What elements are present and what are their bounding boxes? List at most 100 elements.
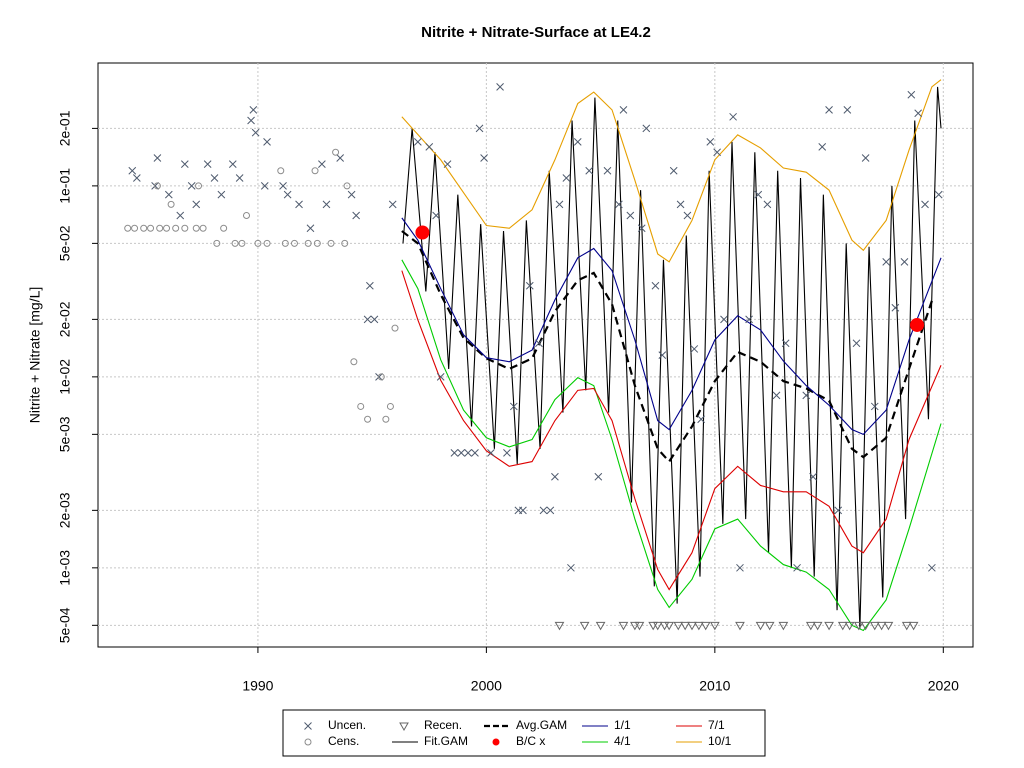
point-x [809, 472, 817, 481]
x-stroke [480, 154, 488, 162]
x-stroke [697, 415, 705, 424]
point-x [443, 160, 452, 168]
legend-label: 7/1 [708, 718, 725, 732]
point-circle [167, 200, 175, 208]
x-stroke [187, 182, 196, 190]
point-triangle [901, 621, 912, 631]
point-triangle [778, 621, 789, 631]
y-tick-label: 2e-01 [57, 110, 73, 146]
point-circle [311, 167, 319, 175]
point-x [217, 190, 226, 199]
point-triangle [824, 621, 834, 631]
point-x [891, 303, 900, 312]
plot-frame [97, 62, 974, 648]
x-stroke [436, 373, 445, 381]
y-tick-label: 2e-02 [57, 301, 73, 337]
point-x [176, 211, 185, 220]
y-tick-label: 5e-04 [57, 607, 73, 643]
point-circle [290, 239, 298, 247]
point-x [471, 449, 479, 457]
x-stroke [475, 124, 484, 133]
x-stroke [306, 224, 315, 233]
legend-box [282, 709, 766, 757]
legend-label: Cens. [328, 734, 359, 748]
point-triangle [680, 621, 691, 631]
point-circle [263, 239, 271, 247]
x-stroke [891, 303, 900, 312]
x-stroke [651, 281, 660, 290]
y-tick-label: 1e-02 [57, 359, 73, 395]
point-x [562, 174, 571, 182]
point-x [834, 506, 843, 515]
point-circle [254, 239, 262, 247]
x-stroke [519, 506, 527, 515]
point-x [318, 160, 326, 168]
x-stroke [251, 128, 260, 137]
point-circle [172, 224, 180, 232]
point-x [283, 190, 292, 199]
x-tick-label: 2020 [928, 678, 959, 694]
x-stroke [934, 190, 943, 199]
x-stroke [425, 143, 434, 151]
point-x [637, 224, 646, 233]
point-x [480, 154, 488, 162]
point-circle [140, 224, 148, 232]
x-stroke [603, 166, 612, 175]
x-stroke [781, 339, 790, 348]
x-stroke [573, 138, 582, 146]
point-x [539, 506, 548, 515]
point-x [658, 351, 667, 359]
point-x [763, 200, 772, 209]
x-stroke [861, 154, 870, 162]
point-x [519, 506, 527, 515]
point-x [720, 315, 728, 324]
point-x [615, 200, 623, 209]
point-x [260, 182, 269, 190]
point-x [585, 166, 594, 175]
x-stroke [496, 83, 504, 91]
point-x [825, 106, 833, 114]
x-stroke [914, 109, 923, 118]
x-stroke [907, 90, 916, 99]
point-triangle [687, 621, 697, 631]
x-stroke [658, 351, 667, 359]
x-stroke [487, 449, 495, 457]
point-x [706, 138, 715, 146]
point-circle [192, 224, 200, 232]
x-stroke [928, 563, 936, 572]
point-dot [910, 317, 925, 332]
x-stroke [754, 190, 763, 199]
point-triangle [805, 621, 816, 631]
x-stroke [539, 506, 548, 515]
point-triangle [399, 722, 409, 732]
point-x [736, 563, 744, 572]
point-triangle [853, 621, 864, 631]
point-triangle [595, 621, 606, 631]
point-x [295, 200, 303, 209]
point-triangle [664, 621, 675, 631]
point-circle [199, 224, 207, 232]
point-circle [341, 239, 349, 247]
point-circle [131, 224, 139, 232]
x-stroke [882, 258, 891, 266]
point-circle [304, 738, 312, 746]
x-stroke [235, 174, 244, 182]
point-x [843, 106, 852, 114]
x-stroke [567, 563, 575, 572]
x-stroke [388, 200, 397, 209]
point-circle [238, 239, 246, 247]
x-stroke [132, 174, 141, 182]
point-circle [281, 239, 289, 247]
x-stroke [471, 449, 479, 457]
point-x [457, 449, 466, 457]
point-x [436, 373, 445, 381]
x-tick-label: 1990 [242, 678, 273, 694]
point-triangle [869, 621, 880, 631]
point-triangle [673, 621, 684, 631]
point-x [928, 563, 936, 572]
point-triangle [860, 621, 871, 631]
x-stroke [594, 472, 603, 481]
x-stroke [464, 449, 472, 457]
point-x [870, 402, 879, 411]
